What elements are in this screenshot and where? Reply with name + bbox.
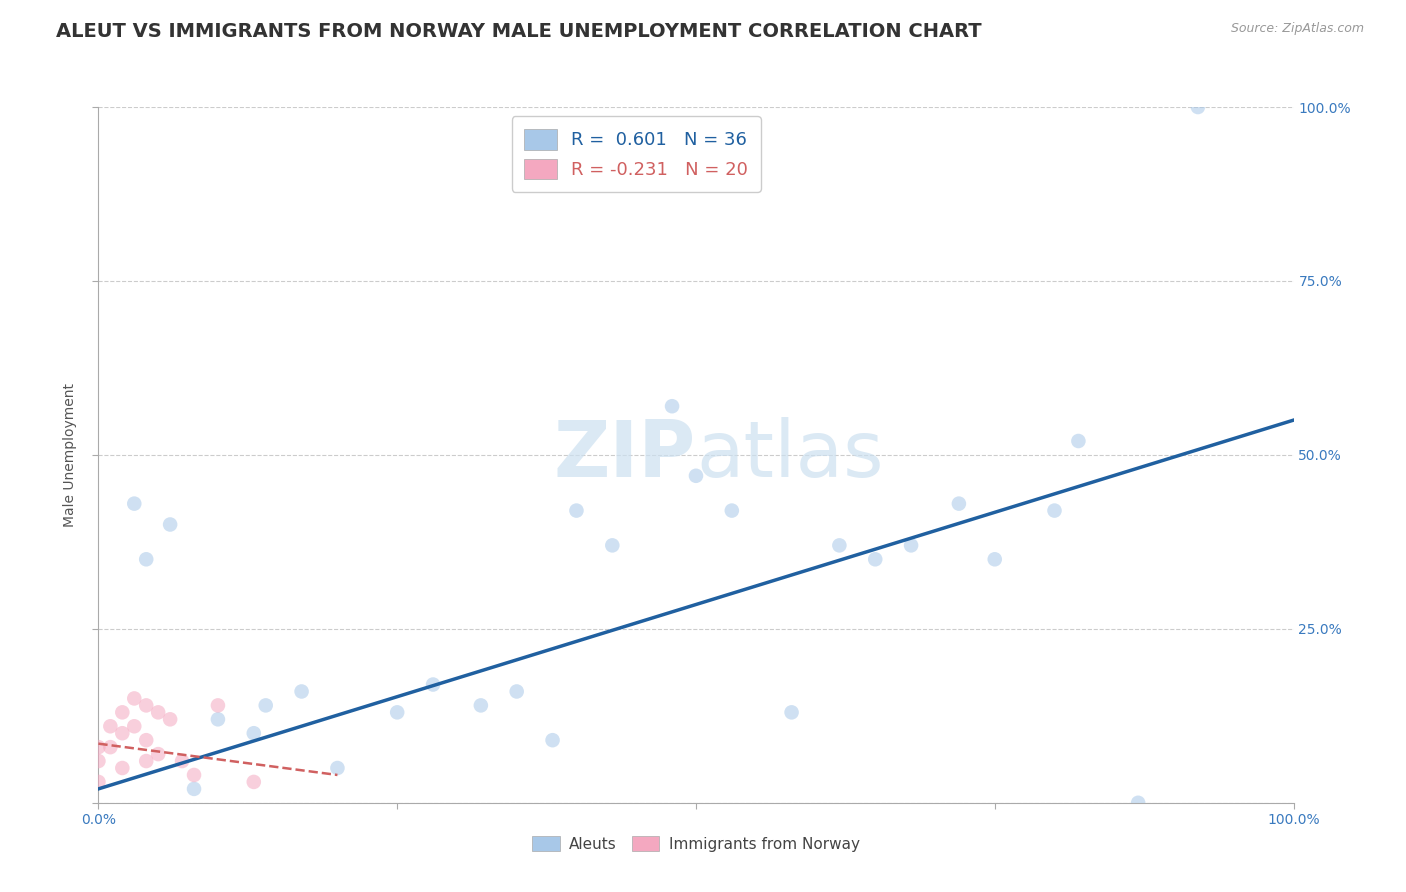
Point <box>159 712 181 726</box>
Point <box>984 552 1007 566</box>
Point <box>470 698 492 713</box>
Legend: Aleuts, Immigrants from Norway: Aleuts, Immigrants from Norway <box>526 830 866 858</box>
Point <box>565 503 588 517</box>
Point <box>685 468 707 483</box>
Point <box>1067 434 1090 448</box>
Point <box>124 691 146 706</box>
Point <box>124 497 146 511</box>
Point <box>135 754 157 768</box>
Text: Source: ZipAtlas.com: Source: ZipAtlas.com <box>1230 22 1364 36</box>
Point <box>135 552 157 566</box>
Point <box>98 719 122 733</box>
Point <box>111 706 134 720</box>
Point <box>111 726 134 740</box>
Point <box>865 552 887 566</box>
Text: ZIP: ZIP <box>554 417 696 493</box>
Point <box>135 698 157 713</box>
Point <box>172 754 194 768</box>
Point <box>135 733 157 747</box>
Point <box>1128 796 1150 810</box>
Point <box>291 684 314 698</box>
Point <box>506 684 529 698</box>
Point <box>87 740 110 755</box>
Point <box>422 677 444 691</box>
Point <box>148 706 170 720</box>
Point <box>124 719 146 733</box>
Point <box>828 538 851 552</box>
Point <box>721 503 744 517</box>
Point <box>1187 100 1209 114</box>
Point <box>159 517 181 532</box>
Point <box>243 775 266 789</box>
Text: atlas: atlas <box>696 417 883 493</box>
Point <box>900 538 922 552</box>
Y-axis label: Male Unemployment: Male Unemployment <box>63 383 77 527</box>
Point <box>661 399 683 413</box>
Point <box>780 706 803 720</box>
Text: ALEUT VS IMMIGRANTS FROM NORWAY MALE UNEMPLOYMENT CORRELATION CHART: ALEUT VS IMMIGRANTS FROM NORWAY MALE UNE… <box>56 22 981 41</box>
Point <box>1043 503 1066 517</box>
Point <box>602 538 624 552</box>
Point <box>111 761 134 775</box>
Point <box>541 733 564 747</box>
Point <box>207 698 229 713</box>
Point <box>183 768 205 782</box>
Point <box>385 706 409 720</box>
Point <box>87 754 110 768</box>
Point <box>948 497 970 511</box>
Point <box>254 698 277 713</box>
Point <box>326 761 349 775</box>
Point <box>183 781 205 796</box>
Point <box>148 747 170 761</box>
Point <box>98 740 122 755</box>
Point <box>87 775 110 789</box>
Point <box>243 726 266 740</box>
Point <box>207 712 229 726</box>
